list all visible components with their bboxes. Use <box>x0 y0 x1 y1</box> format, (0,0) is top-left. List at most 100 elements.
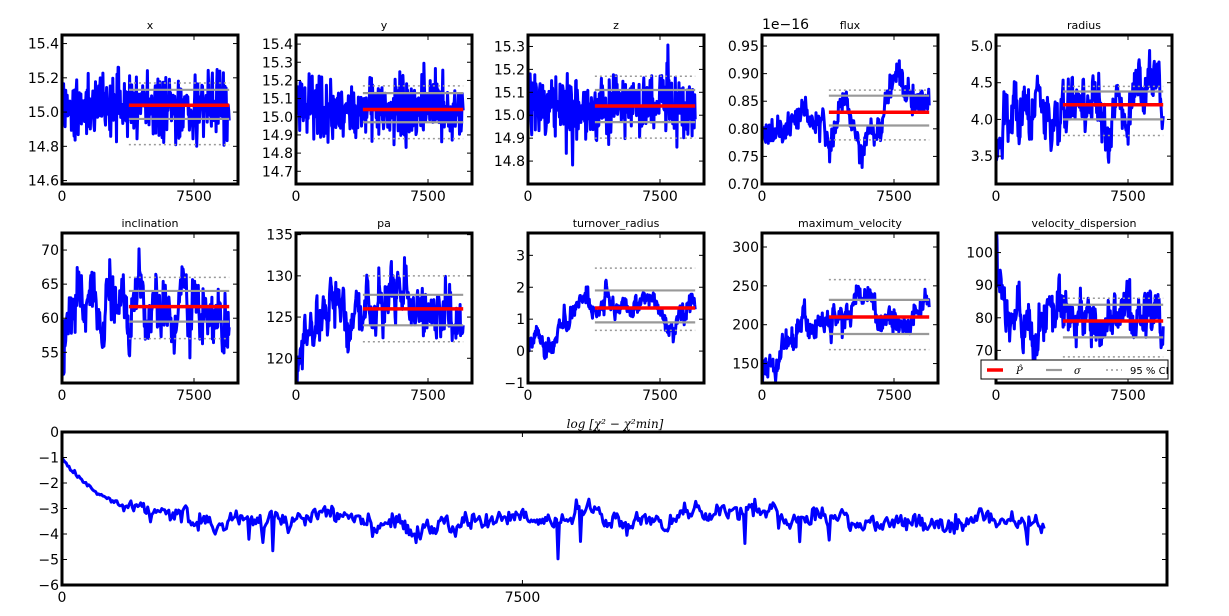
axes-frame <box>60 430 1169 587</box>
subplot-x: 14.6 14.8 15.0 15.2 15.4 0 7500 x <box>28 19 240 205</box>
plot-area <box>996 49 1165 164</box>
subplot-inclination: 55 60 65 70 0 7500 inclination <box>41 217 240 404</box>
legend: P̂ σ 95 % CI <box>980 359 1169 380</box>
ytick-label: 4.0 <box>971 112 993 128</box>
xtick-label: 7500 <box>176 189 212 205</box>
axes-frame <box>60 33 240 186</box>
ytick-label: 80 <box>975 311 993 327</box>
axes-frame <box>294 231 474 385</box>
trace-line <box>528 278 697 360</box>
ytick-label: 15.1 <box>262 92 293 108</box>
ytick-label: 135 <box>266 228 293 244</box>
ytick-label: 60 <box>41 311 59 327</box>
subplot-title: inclination <box>122 217 179 230</box>
ytick-label: 120 <box>266 351 293 367</box>
xtick-label: 7500 <box>1110 189 1146 205</box>
subplot-title: pa <box>377 217 391 230</box>
trace-line <box>296 61 465 149</box>
ytick-label: 15.0 <box>28 105 59 121</box>
legend-sigma-label: σ <box>1074 366 1082 377</box>
ytick-label: 0.70 <box>728 177 759 193</box>
subplot-title: z <box>613 19 619 32</box>
ytick-label: −2 <box>38 476 59 492</box>
xtick-label: 7500 <box>505 590 541 606</box>
xtick-label: 7500 <box>876 189 912 205</box>
subplot-pa: 120 125 130 135 0 7500 pa <box>266 217 474 404</box>
ytick-label: 15.0 <box>494 108 525 124</box>
subplot-title: flux <box>840 19 861 32</box>
xtick-label: 7500 <box>410 189 446 205</box>
plot-area <box>528 43 697 167</box>
ytick-label: 15.4 <box>262 37 293 53</box>
xtick-label: 0 <box>292 189 301 205</box>
axes-frame <box>760 231 940 385</box>
ytick-label: 150 <box>732 357 759 373</box>
ytick-label: 14.8 <box>28 139 59 155</box>
ytick-label: 5.0 <box>971 39 993 55</box>
subplot-title: x <box>147 19 154 32</box>
legend-ci-label: 95 % CI <box>1130 366 1169 377</box>
xtick-label: 0 <box>992 388 1001 404</box>
xtick-label: 0 <box>758 388 767 404</box>
plot-area <box>62 247 231 381</box>
xtick-label: 7500 <box>876 388 912 404</box>
ytick-label: 15.3 <box>494 39 525 55</box>
ytick-label: 65 <box>41 277 59 293</box>
ytick-label: 0.90 <box>728 67 759 83</box>
xtick-label: 0 <box>292 388 301 404</box>
subplot-maximum_velocity: 150 200 250 300 0 7500 maximum_velocity <box>732 217 940 404</box>
ytick-label: 1 <box>516 312 525 328</box>
ytick-label: 200 <box>732 318 759 334</box>
ytick-label: 300 <box>732 240 759 256</box>
subplot-radius: 3.5 4.0 4.5 5.0 0 7500 radius <box>971 19 1174 205</box>
xtick-label: 7500 <box>1110 388 1146 404</box>
bottom-title: log [χ² − χ²min] <box>567 417 664 431</box>
ytick-label: −4 <box>38 527 59 543</box>
ytick-label: 100 <box>966 246 993 262</box>
subplot-title: maximum_velocity <box>798 217 902 230</box>
ytick-label: −1 <box>38 451 59 467</box>
subplot-logmin: −6 −5 −4 −3 −2 −1 0 0 7500 <box>38 425 1169 606</box>
ytick-label: 0.80 <box>728 122 759 138</box>
plot-area <box>62 457 1046 561</box>
ytick-label: −5 <box>38 553 59 569</box>
ytick-label: 15.2 <box>262 73 293 89</box>
axes-frame <box>60 231 240 385</box>
subplot-y: 14.7 14.8 14.9 15.0 15.1 15.2 15.3 15.4 0 7500 y <box>262 19 474 205</box>
legend-box <box>980 359 1169 380</box>
ytick-label: 3 <box>516 248 525 264</box>
ytick-label: 250 <box>732 279 759 295</box>
trace-line <box>62 457 1046 561</box>
offset-text: 1e−16 <box>762 17 809 33</box>
ytick-label: 3.5 <box>971 149 993 165</box>
subplot-title: y <box>381 19 388 32</box>
xtick-label: 0 <box>58 189 67 205</box>
axes-frame <box>526 33 706 186</box>
subplot-flux: 0.70 0.75 0.80 0.85 0.90 0.95 0 7500 flux 1e−16 <box>728 17 940 205</box>
axes-frame <box>760 33 940 186</box>
xtick-label: 0 <box>758 189 767 205</box>
plot-area <box>762 59 931 169</box>
xtick-label: 0 <box>58 590 67 606</box>
xtick-label: 7500 <box>642 189 678 205</box>
xtick-label: 7500 <box>410 388 446 404</box>
trace-line <box>996 233 1165 367</box>
subplot-title: turnover_radius <box>573 217 660 230</box>
ytick-label: 14.8 <box>494 154 525 170</box>
xtick-label: 0 <box>524 189 533 205</box>
xtick-label: 0 <box>992 189 1001 205</box>
subplot-z: 14.8 14.9 15.0 15.1 15.2 15.3 0 7500 z <box>494 19 706 205</box>
plot-area <box>996 233 1165 367</box>
ytick-label: 130 <box>266 269 293 285</box>
ytick-label: 4.5 <box>971 76 993 92</box>
ytick-label: 0.75 <box>728 149 759 165</box>
xtick-label: 0 <box>524 388 533 404</box>
legend-estimate-label: P̂ <box>1015 365 1023 377</box>
ytick-label: 14.6 <box>28 174 59 190</box>
trace-line <box>62 247 231 381</box>
plot-area <box>62 65 231 148</box>
subplot-title: radius <box>1067 19 1101 32</box>
xtick-label: 0 <box>58 388 67 404</box>
ytick-label: 0 <box>516 344 525 360</box>
plot-area <box>528 267 697 360</box>
